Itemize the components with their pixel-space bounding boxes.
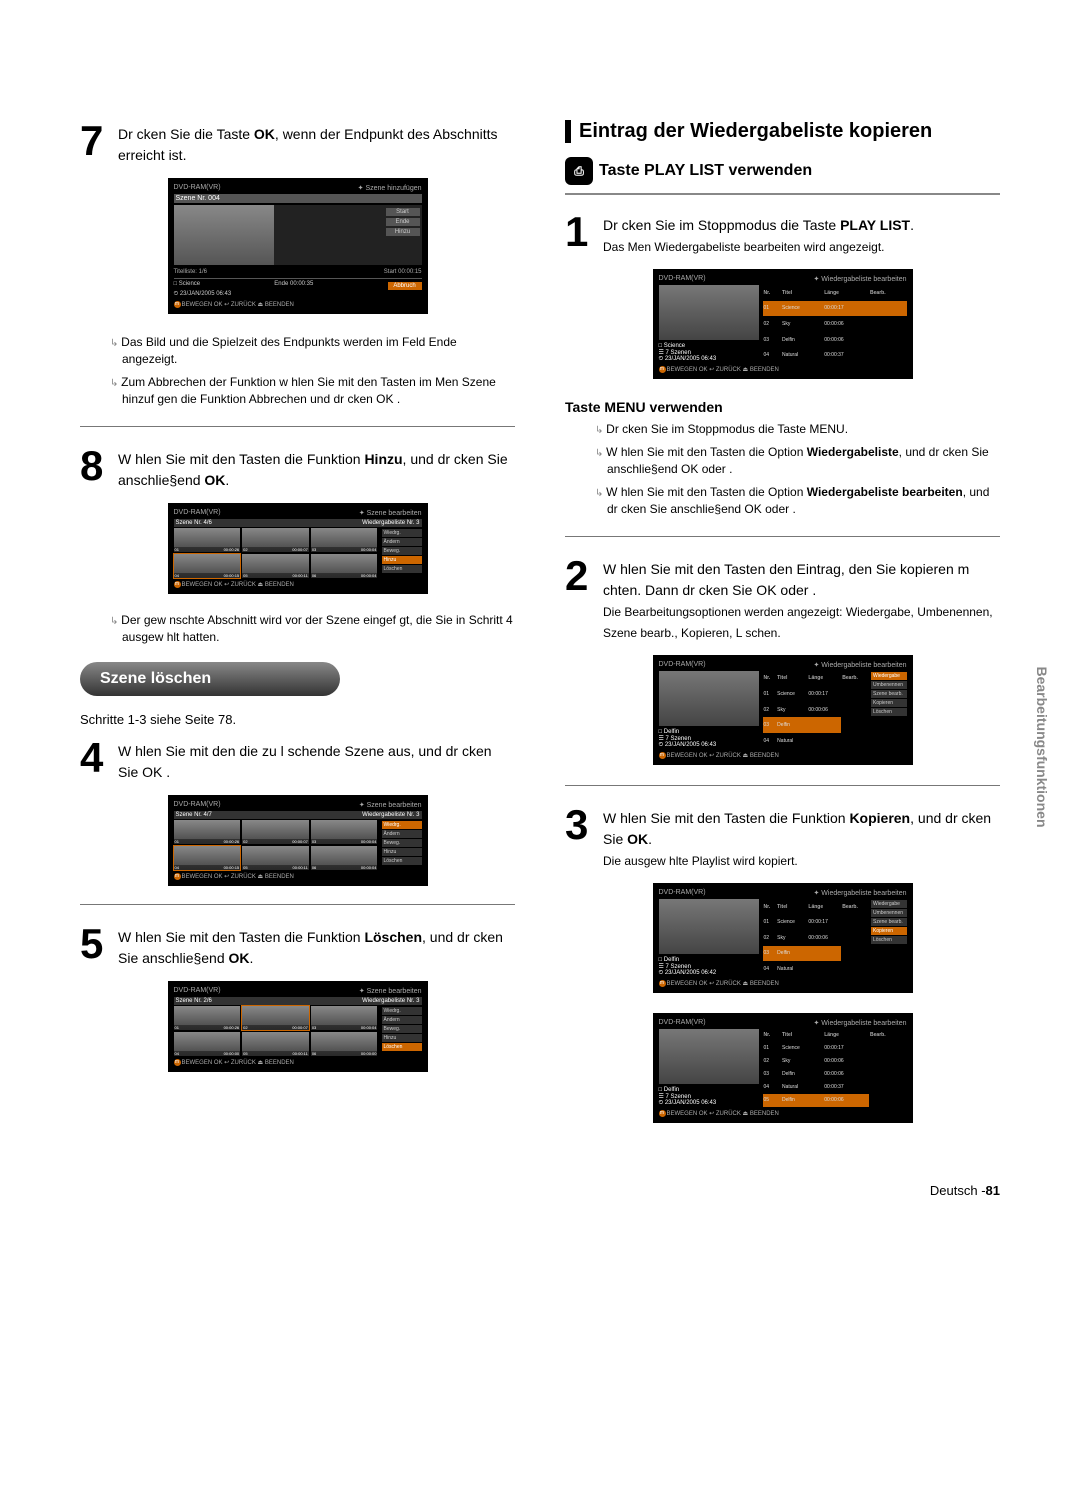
screen-playlist-3a: DVD-RAM(VR)✦ Wiedergabeliste bearbeiten … — [653, 883, 913, 993]
section-pill: Szene löschen — [80, 662, 340, 696]
left-column: 7 Dr cken Sie die Taste OK, wenn der End… — [80, 120, 515, 1143]
subhead: ⎙ Taste PLAY LIST verwenden — [565, 157, 1000, 185]
page-footer: Deutsch -81 — [0, 1183, 1080, 1228]
screen-add-scene: DVD-RAM(VR)✦ Szene hinzufügen Szene Nr. … — [168, 178, 428, 314]
step-5: 5 W hlen Sie mit den Tasten die Funktion… — [80, 923, 515, 969]
step-r2: 2 W hlen Sie mit den Tasten den Eintrag,… — [565, 555, 1000, 643]
playlist-icon: ⎙ — [565, 157, 593, 185]
step-4: 4 W hlen Sie mit den die zu l schende Sz… — [80, 737, 515, 783]
divider — [80, 426, 515, 427]
screen-scene-4: DVD-RAM(VR)✦ Szene bearbeiten Szene Nr. … — [168, 795, 428, 886]
screen-scene-5: DVD-RAM(VR)✦ Szene bearbeiten Szene Nr. … — [168, 981, 428, 1072]
screen-playlist-2: DVD-RAM(VR)✦ Wiedergabeliste bearbeiten … — [653, 655, 913, 765]
step-r3: 3 W hlen Sie mit den Tasten die Funktion… — [565, 804, 1000, 871]
step-7: 7 Dr cken Sie die Taste OK, wenn der End… — [80, 120, 515, 166]
bullet: Zum Abbrechen der Funktion w hlen Sie mi… — [110, 374, 515, 408]
step-text: Dr cken Sie die Taste OK, wenn der Endpu… — [118, 120, 515, 166]
step-number: 7 — [80, 120, 110, 162]
right-column: Eintrag der Wiedergabeliste kopieren ⎙ T… — [565, 120, 1000, 1143]
screen-playlist-1: DVD-RAM(VR)✦ Wiedergabeliste bearbeiten … — [653, 269, 913, 379]
side-tab: Bearbeitungsfunktionen — [1034, 666, 1050, 827]
step-r1: 1 Dr cken Sie im Stoppmodus die Taste PL… — [565, 211, 1000, 257]
section-title: Eintrag der Wiedergabeliste kopieren — [565, 120, 1000, 143]
screen-playlist-3b: DVD-RAM(VR)✦ Wiedergabeliste bearbeiten … — [653, 1013, 913, 1123]
preview — [174, 205, 274, 265]
step-8: 8 W hlen Sie mit den Tasten die Funktion… — [80, 445, 515, 491]
screen-scene-8: DVD-RAM(VR)✦ Szene bearbeiten Szene Nr. … — [168, 503, 428, 594]
bullet: Das Bild und die Spielzeit des Endpunkts… — [110, 334, 515, 368]
